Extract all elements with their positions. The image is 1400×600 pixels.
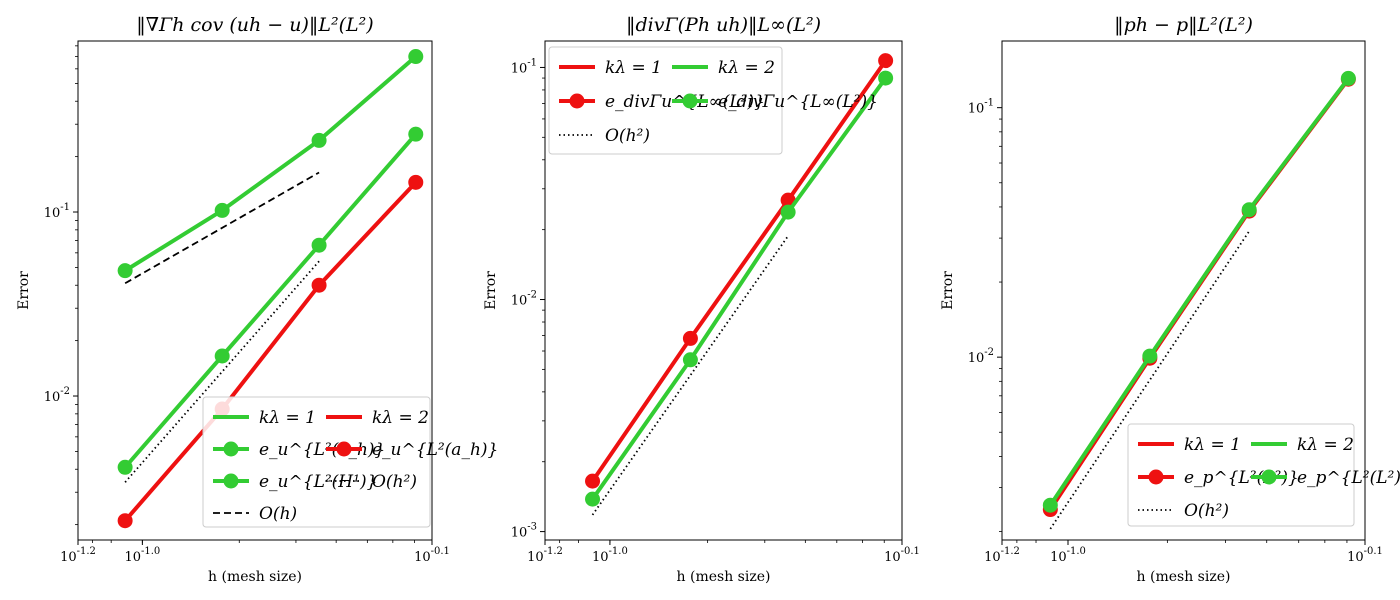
legend-label: e_divΓu^{L∞(L²)}: [718, 92, 878, 112]
plot-area-frame: [77, 40, 433, 541]
y-tick-label: 10-2: [968, 347, 994, 366]
series-line-green: [123, 132, 418, 469]
y-tick-label: 10-3: [511, 522, 537, 541]
data-point: [585, 473, 601, 489]
legend-label: O(h²): [1184, 501, 1229, 521]
y-tick-label: 10-1: [511, 57, 537, 76]
chart-title: ‖∇Γh cov (uh − u)‖L²(L²): [136, 14, 373, 36]
y-axis-label: Error: [940, 271, 956, 310]
legend-label: kλ = 1: [605, 58, 662, 78]
data-point: [682, 330, 698, 346]
legend-label: kλ = 1: [1184, 435, 1241, 455]
legend: kλ = 1 kλ = 2 e_u^{L²(a_h)}e_u^{L²(a_h)} e_…: [202, 396, 498, 528]
legend-label: e_u^{L²(a_h)}: [259, 440, 385, 460]
legend-label: O(h²): [605, 126, 650, 146]
legend: kλ = 1kλ = 2e_p^{L²(L²)}e_p^{L²(L²)}O(h²…: [1127, 423, 1400, 527]
data-point: [878, 70, 894, 86]
data-point: [214, 202, 230, 218]
data-point: [408, 126, 424, 142]
chart-title: ‖divΓ(Ph uh)‖L∞(L²): [626, 14, 821, 36]
x-axis-label: h (mesh size): [677, 569, 771, 585]
chart-panel-2: 10-3 10-2 10-1 10-1.2 10-1.0 10-0.1 ‖divΓ(Ph u…: [483, 14, 920, 585]
y-axis-label: Error: [16, 271, 32, 310]
legend-label: kλ = 2: [718, 58, 775, 78]
legend-marker: [569, 93, 585, 109]
series-line-red: [123, 180, 418, 523]
legend-marker: [223, 473, 239, 489]
x-tick-label: 10-0.1: [1347, 546, 1383, 565]
data-point: [682, 352, 698, 368]
y-tick-label: 10-1: [44, 202, 70, 221]
series-line-green: [1048, 77, 1350, 507]
legend-label: e_p^{L²(L²)}: [1297, 468, 1400, 488]
legend-marker: [223, 441, 239, 457]
series-line-green: [590, 76, 888, 501]
chart-panel-1: 10-2 10-1 10-1.2 10-1.0 10-0.1 ‖∇Γh cov (uh −…: [16, 14, 498, 585]
legend-box: [202, 396, 431, 528]
data-point: [117, 459, 133, 475]
legend-label: kλ = 2: [1297, 435, 1354, 455]
data-point: [878, 53, 894, 69]
chart-title: ‖ph − p‖L²(L²): [1114, 14, 1253, 36]
x-axis-label: h (mesh size): [1137, 569, 1231, 585]
legend-box: [548, 46, 783, 155]
data-point: [311, 132, 327, 148]
series-line-black-dotted: [1049, 230, 1250, 530]
data-point: [1241, 202, 1257, 218]
x-tick-label: 10-1.2: [984, 546, 1020, 565]
y-tick-label: 10-1: [968, 98, 994, 117]
data-point: [1042, 497, 1058, 513]
legend-label: e_u^{L²(a_h)}: [372, 440, 498, 460]
legend-marker: [1261, 469, 1277, 485]
plot-area-frame: [544, 40, 903, 541]
legend: kλ = 1kλ = 2e_divΓu^{L∞(L²)}e_divΓu^{L∞(…: [548, 46, 878, 155]
legend-label: O(h²): [372, 472, 417, 492]
y-tick-label: 10-2: [44, 386, 70, 405]
data-point: [117, 513, 133, 529]
data-point: [408, 174, 424, 190]
chart-panel-3: 10-2 10-1 10-1.2 10-1.0 10-0.1 ‖ph − p‖L²(L²)…: [940, 14, 1400, 585]
legend-box: [1127, 423, 1355, 527]
x-tick-label: 10-0.1: [414, 546, 450, 565]
data-point: [780, 204, 796, 220]
series-line-black-dotted: [591, 235, 789, 516]
series-line-red: [590, 59, 888, 483]
x-tick-label: 10-1.0: [592, 546, 628, 565]
x-tick-label: 10-1.2: [60, 546, 96, 565]
data-point: [1340, 70, 1356, 86]
data-point: [214, 348, 230, 364]
plot-area-frame: [1001, 40, 1366, 541]
data-point: [117, 263, 133, 279]
x-tick-label: 10-0.1: [884, 546, 920, 565]
legend-marker: [682, 93, 698, 109]
legend-label: kλ = 1: [259, 408, 316, 428]
legend-label: kλ = 2: [372, 408, 429, 428]
legend-marker: [1148, 469, 1164, 485]
data-point: [311, 277, 327, 293]
data-point: [311, 237, 327, 253]
x-tick-label: 10-1.0: [1050, 546, 1086, 565]
x-tick-label: 10-1.2: [527, 546, 563, 565]
legend-label: O(h): [259, 504, 297, 524]
data-point: [1142, 348, 1158, 364]
y-tick-label: 10-2: [511, 290, 537, 309]
series-line-green: [124, 55, 418, 273]
x-axis-label: h (mesh size): [208, 569, 302, 585]
data-point: [585, 491, 601, 507]
x-tick-label: 10-1.0: [124, 546, 160, 565]
series-line-black-dashed: [124, 171, 320, 285]
legend-marker: [336, 441, 352, 457]
legend-label: e_u^{L²(H¹)}: [259, 472, 377, 492]
data-point: [408, 49, 424, 65]
y-axis-label: Error: [483, 271, 499, 310]
